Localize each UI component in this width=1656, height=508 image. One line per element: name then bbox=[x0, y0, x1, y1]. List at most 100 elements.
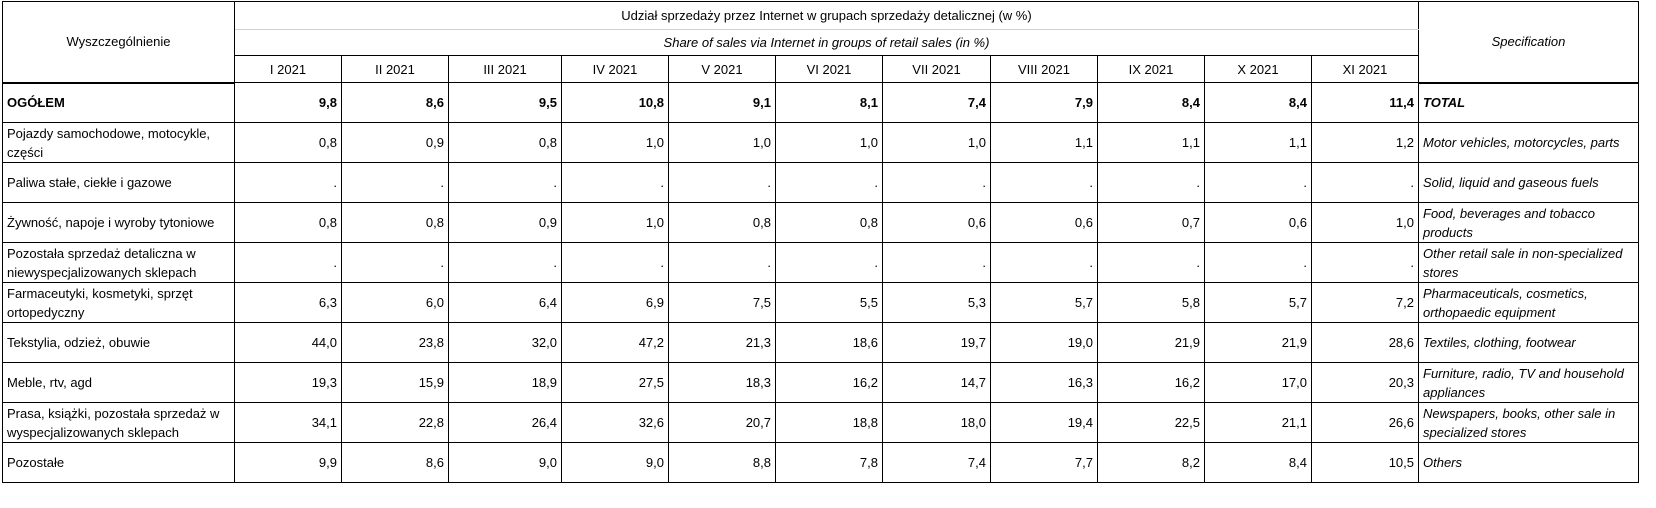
value-cell: 1,0 bbox=[561, 122, 669, 163]
value-cell: 7,4 bbox=[882, 82, 991, 123]
value-cell: 1,2 bbox=[1311, 122, 1419, 163]
table-row: Prasa, książki, pozostała sprzedaż w wys… bbox=[2, 402, 1639, 443]
value-cell: 9,1 bbox=[668, 82, 776, 123]
value-cell: 5,3 bbox=[882, 282, 991, 323]
month-header: X 2021 bbox=[1204, 55, 1312, 83]
row-label-pl: Pozostałe bbox=[2, 442, 235, 483]
value-cell: 9,8 bbox=[234, 82, 342, 123]
value-cell: . bbox=[341, 242, 449, 283]
value-cell: 6,3 bbox=[234, 282, 342, 323]
value-cell: . bbox=[668, 242, 776, 283]
value-cell: 1,0 bbox=[882, 122, 991, 163]
value-cell: 19,3 bbox=[234, 362, 342, 403]
value-cell: . bbox=[882, 242, 991, 283]
month-header: III 2021 bbox=[448, 55, 562, 83]
month-header: VIII 2021 bbox=[990, 55, 1098, 83]
value-cell: 1,1 bbox=[1204, 122, 1312, 163]
row-label-pl: Tekstylia, odzież, obuwie bbox=[2, 322, 235, 363]
month-header: VII 2021 bbox=[882, 55, 991, 83]
table-row: Tekstylia, odzież, obuwie 44,0 23,8 32,0 47,… bbox=[2, 322, 1639, 363]
value-cell: 8,6 bbox=[341, 442, 449, 483]
value-cell: 16,2 bbox=[1097, 362, 1205, 403]
value-cell: 7,5 bbox=[668, 282, 776, 323]
value-cell: 7,7 bbox=[990, 442, 1098, 483]
month-header: V 2021 bbox=[668, 55, 776, 83]
month-header: II 2021 bbox=[341, 55, 449, 83]
value-cell: 19,7 bbox=[882, 322, 991, 363]
value-cell: 6,4 bbox=[448, 282, 562, 323]
value-cell: 8,1 bbox=[775, 82, 883, 123]
value-cell: 8,4 bbox=[1204, 442, 1312, 483]
value-cell: 8,4 bbox=[1097, 82, 1205, 123]
row-label-pl: Farmaceutyki, kosmetyki, sprzęt ortopedy… bbox=[2, 282, 235, 323]
value-cell: 0,9 bbox=[341, 122, 449, 163]
row-label-en: Others bbox=[1418, 442, 1639, 483]
value-cell: . bbox=[882, 162, 991, 203]
row-label-en: Newspapers, books, other sale in special… bbox=[1418, 402, 1639, 443]
value-cell: . bbox=[561, 242, 669, 283]
table-row: Farmaceutyki, kosmetyki, sprzęt ortopedy… bbox=[2, 282, 1639, 323]
value-cell: 6,9 bbox=[561, 282, 669, 323]
value-cell: 20,7 bbox=[668, 402, 776, 443]
value-cell: 1,0 bbox=[561, 202, 669, 243]
value-cell: 0,6 bbox=[990, 202, 1098, 243]
row-label-en: Furniture, radio, TV and household appli… bbox=[1418, 362, 1639, 403]
value-cell: 18,8 bbox=[775, 402, 883, 443]
value-cell: 1,0 bbox=[1311, 202, 1419, 243]
value-cell: . bbox=[448, 242, 562, 283]
value-cell: 8,2 bbox=[1097, 442, 1205, 483]
row-label-en: Solid, liquid and gaseous fuels bbox=[1418, 162, 1639, 203]
value-cell: 32,6 bbox=[561, 402, 669, 443]
value-cell: . bbox=[990, 162, 1098, 203]
value-cell: . bbox=[775, 242, 883, 283]
value-cell: 19,0 bbox=[990, 322, 1098, 363]
row-label-pl: Pojazdy samochodowe, motocykle, części bbox=[2, 122, 235, 163]
value-cell: 18,0 bbox=[882, 402, 991, 443]
value-cell: . bbox=[1204, 242, 1312, 283]
row-label-pl: Żywność, napoje i wyroby tytoniowe bbox=[2, 202, 235, 243]
row-label-en: Motor vehicles, motorcycles, parts bbox=[1418, 122, 1639, 163]
value-cell: 22,5 bbox=[1097, 402, 1205, 443]
value-cell: 0,6 bbox=[882, 202, 991, 243]
value-cell: . bbox=[341, 162, 449, 203]
table-row: Pojazdy samochodowe, motocykle, części 0,… bbox=[2, 122, 1639, 163]
value-cell: 6,0 bbox=[341, 282, 449, 323]
month-header: I 2021 bbox=[234, 55, 342, 83]
table-row: Żywność, napoje i wyroby tytoniowe 0,8 0,8… bbox=[2, 202, 1639, 243]
retail-internet-share-table: Wyszczególnienie Udział sprzedaży przez … bbox=[2, 1, 1639, 483]
month-header: IX 2021 bbox=[1097, 55, 1205, 83]
month-header: XI 2021 bbox=[1311, 55, 1419, 83]
value-cell: . bbox=[668, 162, 776, 203]
value-cell: 5,7 bbox=[990, 282, 1098, 323]
value-cell: . bbox=[448, 162, 562, 203]
value-cell: 9,9 bbox=[234, 442, 342, 483]
value-cell: 21,9 bbox=[1204, 322, 1312, 363]
value-cell: 7,2 bbox=[1311, 282, 1419, 323]
value-cell: 5,7 bbox=[1204, 282, 1312, 323]
value-cell: 26,6 bbox=[1311, 402, 1419, 443]
value-cell: 8,8 bbox=[668, 442, 776, 483]
value-cell: 7,9 bbox=[990, 82, 1098, 123]
value-cell: 0,8 bbox=[775, 202, 883, 243]
value-cell: 26,4 bbox=[448, 402, 562, 443]
value-cell: 34,1 bbox=[234, 402, 342, 443]
value-cell: 44,0 bbox=[234, 322, 342, 363]
table-row: Pozostałe 9,9 8,6 9,0 9,0 8,8 7,8 7,4 7,7 8,2 8,4 1… bbox=[2, 442, 1639, 483]
value-cell: 28,6 bbox=[1311, 322, 1419, 363]
value-cell: 47,2 bbox=[561, 322, 669, 363]
value-cell: . bbox=[234, 242, 342, 283]
row-label-pl: Meble, rtv, agd bbox=[2, 362, 235, 403]
value-cell: 15,9 bbox=[341, 362, 449, 403]
value-cell: 18,9 bbox=[448, 362, 562, 403]
value-cell: 9,0 bbox=[561, 442, 669, 483]
value-cell: 5,8 bbox=[1097, 282, 1205, 323]
value-cell: 11,4 bbox=[1311, 82, 1419, 123]
value-cell: 9,5 bbox=[448, 82, 562, 123]
value-cell: 0,6 bbox=[1204, 202, 1312, 243]
value-cell: . bbox=[775, 162, 883, 203]
row-label-en: Other retail sale in non-specialized sto… bbox=[1418, 242, 1639, 283]
value-cell: 32,0 bbox=[448, 322, 562, 363]
row-label-pl: Pozostała sprzedaż detaliczna w niewyspe… bbox=[2, 242, 235, 283]
row-label-en: TOTAL bbox=[1418, 82, 1639, 123]
month-header: IV 2021 bbox=[561, 55, 669, 83]
